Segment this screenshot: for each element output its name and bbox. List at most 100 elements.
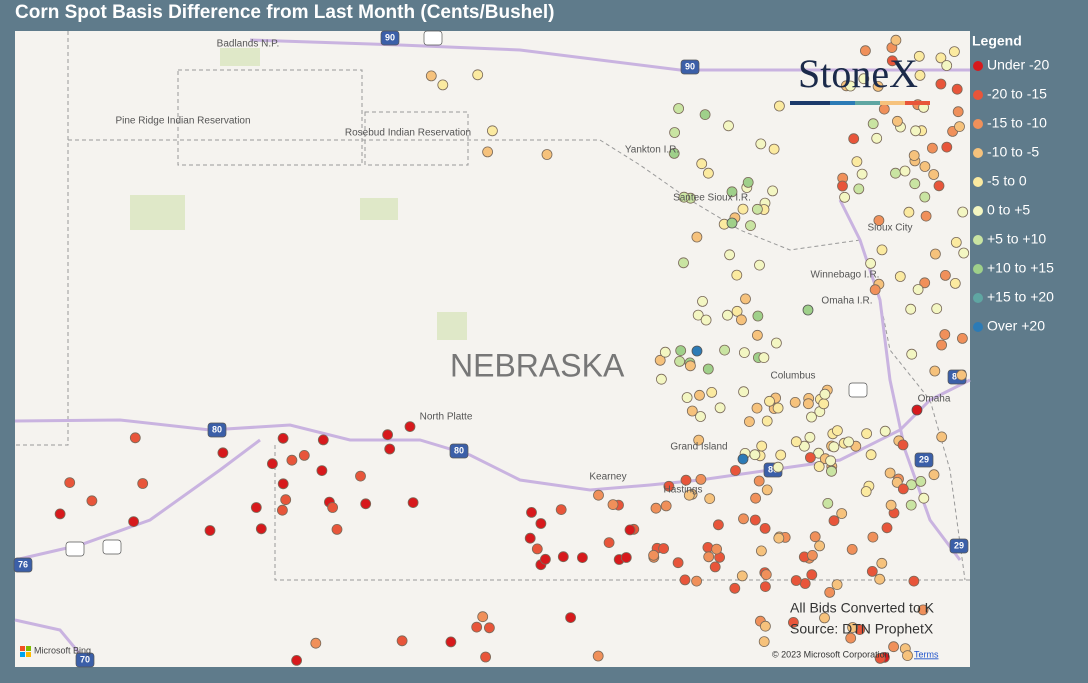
bid-dot xyxy=(919,161,931,172)
bid-dot xyxy=(831,579,843,590)
copyright: © 2023 Microsoft Corporation xyxy=(772,649,890,659)
bid-dot xyxy=(679,574,691,586)
bid-dot xyxy=(317,434,329,446)
bid-dot xyxy=(866,566,878,577)
bid-dot xyxy=(760,569,772,580)
terms-link[interactable]: Terms xyxy=(914,649,939,659)
bid-dot xyxy=(749,449,761,461)
shield-label: 6 xyxy=(109,541,114,551)
bid-dot xyxy=(890,167,901,179)
shield-label: 80 xyxy=(454,445,464,455)
bid-dot xyxy=(886,55,898,67)
bid-dot xyxy=(754,259,765,271)
place-label: Kearney xyxy=(589,472,626,483)
bid-dot xyxy=(753,475,765,487)
bid-dot xyxy=(874,653,886,664)
ms-logo xyxy=(20,646,31,657)
shield-label: 76 xyxy=(18,559,28,569)
legend-swatch xyxy=(973,119,983,129)
bid-dot xyxy=(280,494,292,506)
place-label: Columbus xyxy=(770,371,815,382)
bid-dot xyxy=(736,570,748,582)
bid-dot xyxy=(656,373,667,385)
bid-dot xyxy=(445,636,457,648)
bid-dot xyxy=(555,504,567,516)
bid-dot xyxy=(724,249,735,261)
bid-dot xyxy=(310,637,322,649)
bid-dot xyxy=(867,531,879,543)
bid-dot xyxy=(298,449,310,461)
bid-dot xyxy=(691,345,703,357)
bid-dot xyxy=(694,389,705,401)
bid-dot xyxy=(752,203,763,215)
bid-dot xyxy=(740,293,751,305)
bid-dot xyxy=(903,206,915,218)
bid-dot xyxy=(713,519,724,531)
bid-dot xyxy=(54,508,66,520)
bid-dot xyxy=(927,142,938,154)
legend-swatch xyxy=(973,264,983,274)
bid-dot xyxy=(723,120,734,132)
bid-dot xyxy=(250,502,262,513)
legend-swatch xyxy=(973,61,983,71)
bid-dot xyxy=(620,552,632,563)
legend-label: -5 to 0 xyxy=(987,173,1027,189)
bid-dot xyxy=(407,497,419,509)
bid-dot xyxy=(774,100,785,112)
bid-dot xyxy=(775,449,787,461)
bid-dot xyxy=(848,133,860,145)
bid-dot xyxy=(535,518,547,529)
legend-label: -20 to -15 xyxy=(987,86,1047,102)
bid-dot xyxy=(437,79,449,91)
bid-dot xyxy=(316,465,328,477)
bid-dot xyxy=(692,309,704,321)
roads xyxy=(14,38,971,661)
bid-dot xyxy=(892,115,903,127)
bid-dot xyxy=(843,436,854,448)
bid-dot xyxy=(806,411,817,423)
bid-dot xyxy=(768,143,780,155)
bid-dot xyxy=(913,50,925,62)
bid-dot xyxy=(867,118,879,130)
bid-dot xyxy=(822,497,834,509)
bid-dot xyxy=(851,156,863,168)
bid-dot xyxy=(836,508,848,519)
bid-dot xyxy=(899,165,911,177)
bid-dot xyxy=(752,329,763,341)
bid-dot xyxy=(897,439,909,451)
bid-dot xyxy=(929,365,941,377)
bid-dot xyxy=(738,513,749,525)
bid-dot xyxy=(928,169,940,180)
bid-dot xyxy=(678,257,689,269)
legend-swatch xyxy=(973,90,983,100)
bid-dot xyxy=(744,416,755,428)
bid-dot xyxy=(331,524,343,535)
bid-dot xyxy=(825,455,836,467)
bid-dot xyxy=(702,542,714,553)
bid-dot xyxy=(819,388,831,400)
bid-dot xyxy=(711,543,722,555)
bid-dot xyxy=(565,612,576,623)
shield-label: 80 xyxy=(212,424,222,434)
shield xyxy=(423,30,443,46)
place-label: Pine Ridge Indian Reservation xyxy=(115,116,250,127)
bid-dot xyxy=(824,587,836,598)
bid-dot xyxy=(483,622,495,634)
bid-dot xyxy=(790,575,802,586)
bid-dot xyxy=(524,532,536,544)
bid-dot xyxy=(865,449,877,461)
bid-dot xyxy=(949,277,961,289)
shield-label: 29 xyxy=(954,540,964,550)
bid-dot xyxy=(853,183,865,195)
bid-dot xyxy=(752,310,764,322)
bid-dot xyxy=(603,537,615,548)
bid-dot xyxy=(758,636,770,647)
bid-dot xyxy=(360,498,372,510)
bid-dot xyxy=(881,522,893,534)
shield-label: 83 xyxy=(428,32,438,42)
bid-dot xyxy=(761,415,773,427)
bid-dot xyxy=(755,138,767,150)
bid-dot xyxy=(729,582,741,594)
